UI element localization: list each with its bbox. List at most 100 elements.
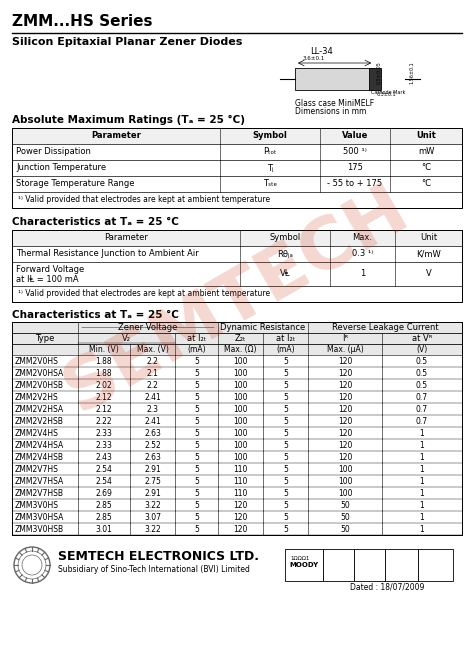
Text: 120: 120 bbox=[338, 440, 352, 450]
Text: 0.5: 0.5 bbox=[416, 381, 428, 389]
Text: 120: 120 bbox=[338, 429, 352, 438]
Text: 100: 100 bbox=[233, 452, 248, 462]
Text: (mA): (mA) bbox=[187, 345, 206, 354]
Text: 5: 5 bbox=[194, 464, 199, 474]
Text: Unit: Unit bbox=[416, 131, 436, 141]
Text: 1: 1 bbox=[419, 513, 424, 521]
Text: 0.7: 0.7 bbox=[416, 393, 428, 401]
Bar bbox=[12, 322, 462, 333]
Text: 2.69: 2.69 bbox=[96, 488, 112, 498]
Bar bbox=[12, 246, 462, 262]
Bar bbox=[12, 128, 462, 144]
Bar bbox=[12, 192, 462, 208]
Text: 500 ¹⁾: 500 ¹⁾ bbox=[343, 147, 367, 157]
Bar bbox=[12, 487, 462, 499]
Bar bbox=[385, 549, 418, 581]
Text: Rθⱼₐ: Rθⱼₐ bbox=[277, 249, 293, 259]
Text: 2.91: 2.91 bbox=[144, 464, 161, 474]
Text: 5: 5 bbox=[194, 513, 199, 521]
Text: 5: 5 bbox=[194, 369, 199, 377]
Text: Zener Voltage: Zener Voltage bbox=[118, 323, 178, 332]
Text: 50: 50 bbox=[340, 525, 350, 533]
Text: Symbol: Symbol bbox=[253, 131, 287, 141]
Text: Dimensions in mm: Dimensions in mm bbox=[295, 107, 366, 115]
Bar bbox=[12, 344, 462, 355]
Text: ZMM2V7HS: ZMM2V7HS bbox=[15, 464, 59, 474]
Bar bbox=[12, 322, 78, 344]
Text: 110: 110 bbox=[233, 476, 248, 486]
Text: 2.3: 2.3 bbox=[146, 405, 158, 413]
Text: 0.7: 0.7 bbox=[416, 405, 428, 413]
Text: 5: 5 bbox=[283, 488, 288, 498]
Text: 1.56±0.1: 1.56±0.1 bbox=[409, 62, 414, 84]
Bar bbox=[285, 549, 323, 581]
Text: 1ΩΩΩ1: 1ΩΩΩ1 bbox=[290, 557, 310, 561]
Text: 1.88: 1.88 bbox=[96, 356, 112, 366]
Text: 2.63: 2.63 bbox=[144, 452, 161, 462]
Text: 2.54: 2.54 bbox=[96, 476, 112, 486]
Text: 2.2: 2.2 bbox=[146, 356, 158, 366]
Bar bbox=[12, 427, 462, 439]
Text: ZMM...HS Series: ZMM...HS Series bbox=[12, 15, 153, 29]
Text: Absolute Maximum Ratings (Tₐ = 25 °C): Absolute Maximum Ratings (Tₐ = 25 °C) bbox=[12, 115, 245, 125]
Bar bbox=[12, 499, 462, 511]
Text: 2.22: 2.22 bbox=[96, 417, 112, 425]
Text: 5: 5 bbox=[194, 405, 199, 413]
Bar bbox=[12, 367, 462, 379]
Text: 100: 100 bbox=[233, 393, 248, 401]
Text: Max. (Ω): Max. (Ω) bbox=[224, 345, 257, 354]
Text: Dated : 18/07/2009: Dated : 18/07/2009 bbox=[350, 582, 424, 592]
Bar bbox=[12, 322, 462, 535]
Bar bbox=[12, 262, 462, 286]
Text: Storage Temperature Range: Storage Temperature Range bbox=[16, 180, 135, 188]
Text: 5: 5 bbox=[283, 356, 288, 366]
Text: Max. (μA): Max. (μA) bbox=[327, 345, 364, 354]
Text: Pₜₒₜ: Pₜₒₜ bbox=[263, 147, 277, 157]
Text: 0.5±0.05: 0.5±0.05 bbox=[376, 62, 381, 84]
Text: SEMTECH ELECTRONICS LTD.: SEMTECH ELECTRONICS LTD. bbox=[58, 551, 259, 563]
Text: 5: 5 bbox=[283, 440, 288, 450]
Text: Glass case MiniMELF: Glass case MiniMELF bbox=[295, 98, 374, 107]
Text: 50: 50 bbox=[340, 513, 350, 521]
Bar bbox=[369, 68, 381, 90]
Text: at I₂ₜ: at I₂ₜ bbox=[187, 334, 206, 343]
Text: 5: 5 bbox=[194, 452, 199, 462]
Bar bbox=[12, 463, 462, 475]
Text: Max. (V): Max. (V) bbox=[137, 345, 168, 354]
Text: 100: 100 bbox=[233, 381, 248, 389]
Text: K/mW: K/mW bbox=[416, 249, 441, 259]
Text: 100: 100 bbox=[338, 488, 352, 498]
Bar bbox=[12, 128, 462, 208]
Bar bbox=[12, 475, 462, 487]
Text: 0.5: 0.5 bbox=[416, 369, 428, 377]
Text: V: V bbox=[426, 269, 431, 279]
Text: 2.33: 2.33 bbox=[96, 429, 112, 438]
Text: 2.54: 2.54 bbox=[96, 464, 112, 474]
Text: 100: 100 bbox=[338, 464, 352, 474]
Text: ZMM2V4HSB: ZMM2V4HSB bbox=[15, 452, 64, 462]
Text: ZMM2V0HS: ZMM2V0HS bbox=[15, 356, 59, 366]
Text: at IⱠ = 100 mA: at IⱠ = 100 mA bbox=[16, 275, 79, 284]
Text: Tⱼ: Tⱼ bbox=[267, 163, 273, 172]
Text: ZMM2V2HS: ZMM2V2HS bbox=[15, 393, 59, 401]
Text: °C: °C bbox=[421, 163, 431, 172]
Text: Subsidiary of Sino-Tech International (BVI) Limited: Subsidiary of Sino-Tech International (B… bbox=[58, 565, 250, 574]
Text: 120: 120 bbox=[338, 356, 352, 366]
Text: 2.12: 2.12 bbox=[96, 393, 112, 401]
Text: 120: 120 bbox=[233, 513, 248, 521]
Text: Thermal Resistance Junction to Ambient Air: Thermal Resistance Junction to Ambient A… bbox=[16, 249, 199, 259]
Text: 5: 5 bbox=[194, 525, 199, 533]
Text: 1: 1 bbox=[360, 269, 365, 279]
Text: 110: 110 bbox=[233, 488, 248, 498]
Text: 1: 1 bbox=[419, 464, 424, 474]
Text: at I₂ₜ: at I₂ₜ bbox=[276, 334, 295, 343]
Text: Type: Type bbox=[35, 334, 55, 343]
Text: 1: 1 bbox=[419, 440, 424, 450]
Text: 100: 100 bbox=[233, 405, 248, 413]
Bar bbox=[12, 523, 462, 535]
Text: 5: 5 bbox=[283, 369, 288, 377]
Text: 100: 100 bbox=[233, 369, 248, 377]
Text: 5: 5 bbox=[283, 500, 288, 509]
Text: Max.: Max. bbox=[353, 234, 373, 243]
Text: ¹⁾ Valid provided that electrodes are kept at ambient temperature: ¹⁾ Valid provided that electrodes are ke… bbox=[18, 289, 270, 299]
